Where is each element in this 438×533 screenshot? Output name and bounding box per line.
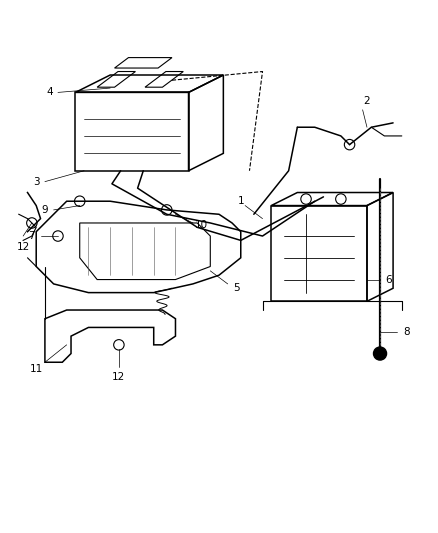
- Text: 11: 11: [30, 364, 43, 374]
- Text: 10: 10: [195, 220, 208, 230]
- Text: 1: 1: [237, 196, 244, 206]
- Text: 12: 12: [112, 373, 126, 383]
- Text: 7: 7: [28, 231, 35, 241]
- Text: 12: 12: [17, 242, 30, 252]
- Text: 8: 8: [403, 327, 410, 337]
- Text: 3: 3: [33, 176, 39, 187]
- Text: 5: 5: [233, 283, 240, 293]
- Circle shape: [374, 347, 387, 360]
- Text: 2: 2: [364, 96, 370, 106]
- Text: 6: 6: [385, 274, 392, 285]
- Text: 4: 4: [46, 87, 53, 98]
- Text: 9: 9: [42, 205, 48, 215]
